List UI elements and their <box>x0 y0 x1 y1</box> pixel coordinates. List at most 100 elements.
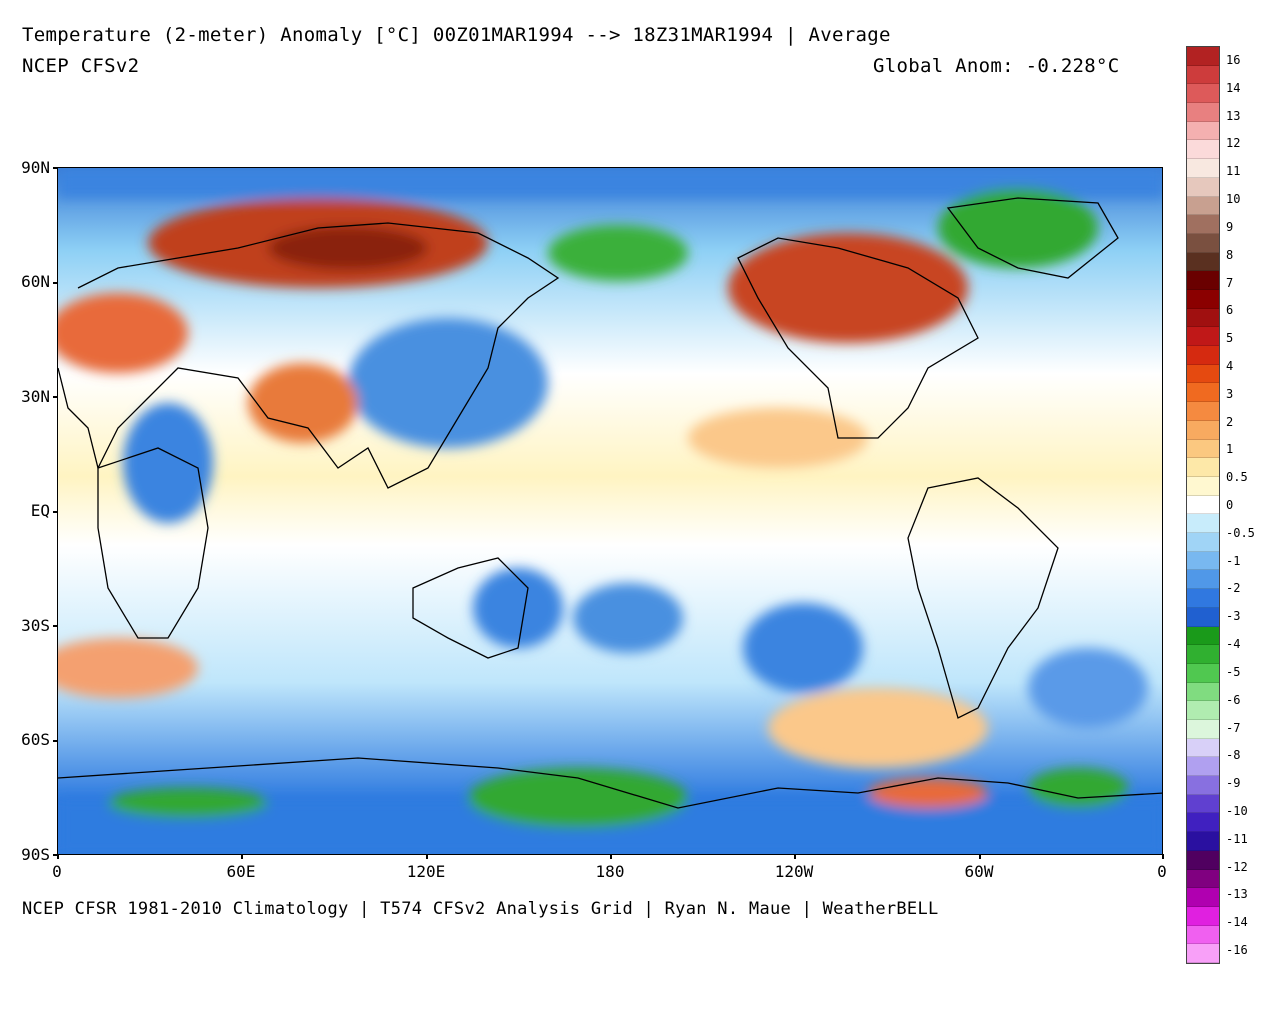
lat-tick <box>53 854 58 856</box>
color-scale-cell <box>1187 626 1219 646</box>
color-scale-cell <box>1187 65 1219 85</box>
color-scale-cell <box>1187 701 1219 720</box>
color-scale-label: -6 <box>1226 692 1241 707</box>
color-scale-label: 5 <box>1226 331 1234 346</box>
lat-label-90n: 90N <box>21 158 50 177</box>
color-scale-cell <box>1187 364 1219 384</box>
east-antarctic-cold-anomaly <box>108 788 268 818</box>
lat-label-90s: 90S <box>21 845 50 864</box>
color-scale-cell <box>1187 682 1219 702</box>
coastlines <box>58 197 1162 809</box>
lat-label-60s: 60S <box>21 730 50 749</box>
color-scale-cell <box>1187 925 1219 945</box>
greenland-cold-anomaly <box>938 188 1098 268</box>
color-scale-cell <box>1187 888 1219 907</box>
color-scale-cell <box>1187 233 1219 253</box>
color-scale-label: -9 <box>1226 776 1241 791</box>
map-title: Temperature (2-meter) Anomaly [°C] 00Z01… <box>22 24 891 46</box>
lon-label-180: 180 <box>595 862 625 881</box>
color-scale-label: 14 <box>1226 80 1241 95</box>
color-scale-cell <box>1187 514 1219 534</box>
color-scale-cell <box>1187 589 1219 608</box>
lon-tick <box>610 854 612 859</box>
indian-ocean-warm-anomaly <box>58 638 198 698</box>
color-scale-label: -16 <box>1226 943 1248 957</box>
lon-label-0: 0 <box>52 862 62 881</box>
color-scale-cell <box>1187 738 1219 758</box>
color-scale-cell <box>1187 794 1219 814</box>
east-siberia-cold-anomaly <box>548 225 688 281</box>
color-scale-cell <box>1187 121 1219 141</box>
arctic-cold-band <box>58 168 1162 198</box>
asia-cold-anomaly <box>348 318 548 448</box>
color-scale-cell <box>1187 570 1219 590</box>
lat-tick <box>53 282 58 284</box>
lon-tick <box>57 854 59 859</box>
color-scale-label: -7 <box>1226 720 1241 735</box>
color-scale-label: -3 <box>1226 609 1241 624</box>
color-scale-cell <box>1187 551 1219 571</box>
color-scale-cell <box>1187 177 1219 197</box>
ross-sea-cold-anomaly <box>468 768 688 828</box>
color-scale-cell <box>1187 495 1219 515</box>
color-scale-cell <box>1187 776 1219 795</box>
lat-tick <box>53 396 58 398</box>
southeast-pacific-cold-anomaly <box>743 603 863 693</box>
lon-label-120w: 120W <box>774 862 814 881</box>
europe-warm-anomaly <box>58 293 188 373</box>
color-scale-label: -14 <box>1226 915 1248 930</box>
color-scale-cell <box>1187 159 1219 178</box>
africa-cold-anomaly <box>123 403 213 523</box>
color-scale-cell <box>1187 757 1219 777</box>
color-scale-label: 6 <box>1226 303 1234 318</box>
color-scale-cell <box>1187 607 1219 627</box>
color-scale-cell <box>1187 813 1219 833</box>
southern-ocean-warm-anomaly <box>768 688 988 768</box>
india-warm-anomaly <box>248 363 358 443</box>
anomaly-field <box>58 168 1162 854</box>
color-scale-label: 13 <box>1226 108 1241 123</box>
lat-tick <box>53 740 58 742</box>
siberia-warm-core <box>268 226 428 270</box>
color-scale-cell <box>1187 439 1219 459</box>
color-scale-cell <box>1187 533 1219 552</box>
color-scale-label: 0 <box>1226 498 1234 512</box>
lon-tick <box>1162 854 1164 859</box>
south-atlantic-cold-anomaly <box>1028 648 1148 728</box>
color-scale-cell <box>1187 308 1219 328</box>
lon-tick <box>979 854 981 859</box>
lon-label-60w: 60W <box>964 862 994 881</box>
color-scale-label: 2 <box>1226 414 1234 429</box>
color-scale-label: 3 <box>1226 386 1234 401</box>
color-scale-label: 0.5 <box>1226 470 1248 485</box>
color-scale-label: 4 <box>1226 358 1234 373</box>
australia-cold-anomaly <box>473 568 563 648</box>
color-scale-cell <box>1187 271 1219 290</box>
color-scale-cell <box>1187 850 1219 870</box>
color-scale-bar <box>1186 46 1220 964</box>
color-scale-cell <box>1187 476 1219 496</box>
color-scale-label: -4 <box>1226 637 1241 652</box>
canada-warm-anomaly <box>728 233 968 343</box>
lat-label-30n: 30N <box>21 387 50 406</box>
color-scale-label: -5 <box>1226 664 1241 679</box>
color-scale-label: 9 <box>1226 219 1234 234</box>
color-scale-cell <box>1187 327 1219 347</box>
color-scale-label: -10 <box>1226 803 1248 818</box>
color-scale-label: 11 <box>1226 164 1241 179</box>
global-anomaly: Global Anom: -0.228°C <box>873 55 1120 77</box>
model-name: NCEP CFSv2 <box>22 55 140 77</box>
color-scale-cell <box>1187 458 1219 477</box>
lat-tick <box>53 167 58 169</box>
pacific-warm-anomaly <box>688 408 868 468</box>
credits-footer: NCEP CFSR 1981-2010 Climatology | T574 C… <box>22 899 939 919</box>
color-scale-cell <box>1187 140 1219 160</box>
color-scale-cell <box>1187 869 1219 889</box>
color-scale-cell <box>1187 944 1219 963</box>
lat-tick <box>53 625 58 627</box>
color-scale-label: -0.5 <box>1226 525 1255 540</box>
color-scale-cell <box>1187 346 1219 365</box>
color-scale-label: 16 <box>1226 53 1241 67</box>
color-scale-cell <box>1187 383 1219 403</box>
color-scale-cell <box>1187 252 1219 272</box>
